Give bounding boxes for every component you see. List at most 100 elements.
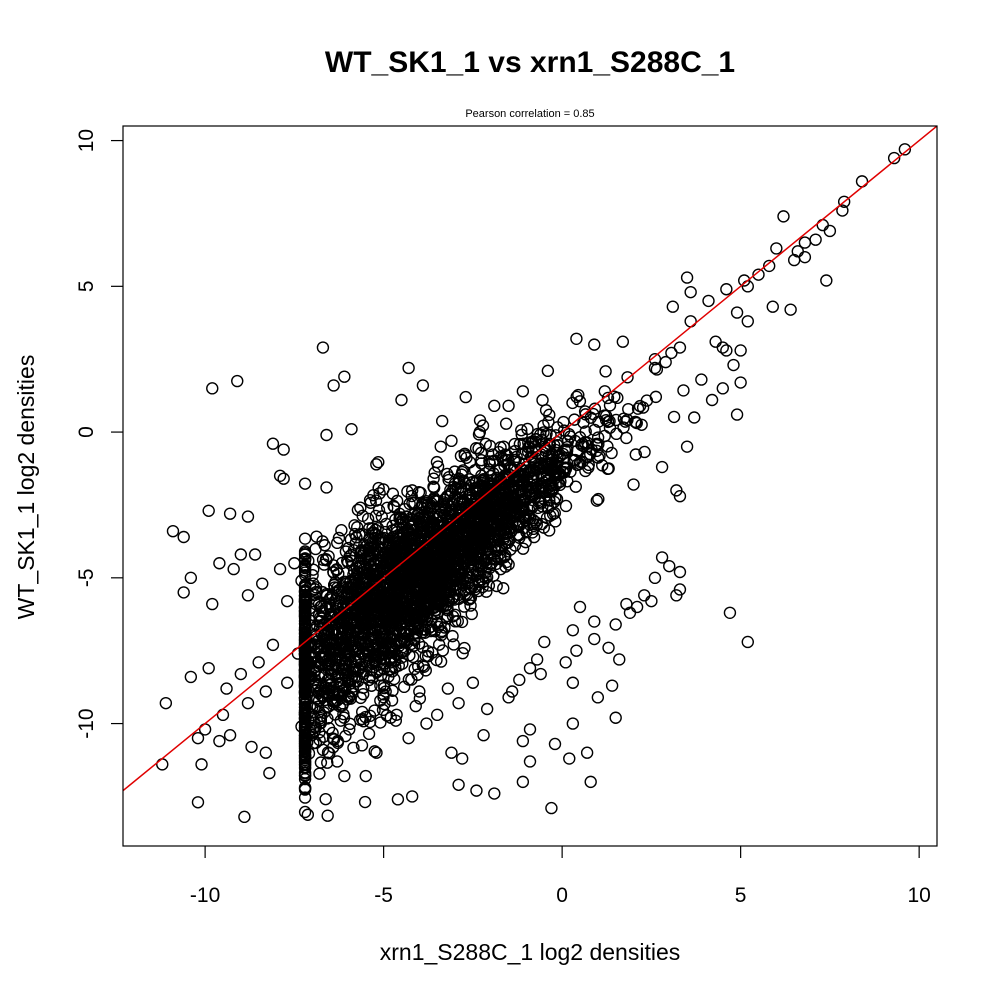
data-point [570,644,583,657]
cloud-point [322,550,335,563]
data-point [613,653,626,666]
data-point [716,341,729,354]
cloud-point [517,437,530,450]
x-axis: -10 -5 0 5 10 [190,846,931,907]
data-point [345,685,358,698]
y-tick-label: -5 [75,568,98,587]
cloud-point [298,644,312,657]
data-point [663,559,676,573]
cloud-point [617,421,630,434]
cloud-point [460,451,473,464]
cloud-point [677,384,690,397]
data-point [752,268,765,281]
cloud-point [382,670,395,683]
data-point [405,790,419,803]
cloud-point [447,638,460,651]
data-point [684,315,697,328]
cloud-point [298,532,312,545]
cloud-point [512,519,526,533]
cloud-point [390,638,404,651]
cloud-point [640,394,654,407]
cloud-point [344,692,357,705]
cloud-point [475,454,488,467]
data-point [480,702,494,716]
data-point [413,685,426,698]
cloud-point [363,531,376,545]
cloud-point [530,518,543,531]
data-point [273,562,287,576]
cloud-point [298,589,312,603]
cloud-point [319,792,332,806]
cloud-point [428,607,441,621]
data-point [648,352,662,366]
cloud-point [310,530,323,543]
cloud-point [314,756,328,769]
cloud-point [516,542,530,555]
cloud-point [354,658,367,671]
data-point [702,294,715,308]
data-point [281,676,294,689]
data-point [809,233,822,246]
data-point [416,379,430,392]
cloud-point [486,448,500,461]
data-point [730,306,744,319]
cloud-point [383,592,397,605]
cloud-point [463,473,476,486]
cloud-point [426,583,440,597]
data-point [295,574,308,587]
cloud-point [572,388,585,402]
cloud-point [408,496,421,510]
data-point [523,661,537,675]
cloud-point [389,592,402,606]
cloud-point [327,733,341,746]
cloud-point [398,628,412,641]
cloud-point [322,672,336,685]
cloud-point [576,437,589,450]
cloud-point [302,662,316,675]
cloud-point [339,729,352,743]
data-point [523,755,537,768]
data-point [727,358,740,372]
cloud-point [542,415,555,429]
data-point [898,143,912,156]
cloud-point [442,594,455,608]
cloud-point [409,600,422,614]
data-point [659,355,672,369]
cloud-point [608,390,621,403]
cloud-point [302,554,315,568]
cloud-point [474,534,487,548]
cloud-point [343,723,356,736]
data-point [338,769,351,783]
cloud-point [375,510,388,523]
data-point [734,344,747,357]
y-axis: -10 -5 0 5 10 [75,129,123,739]
data-point [638,589,651,602]
cloud-point [338,682,352,695]
y-tick-label: 5 [75,280,98,292]
cloud-point [373,487,386,500]
cloud-point [314,684,327,697]
data-point [823,224,837,238]
cloud-point [482,506,495,519]
data-point [787,253,801,267]
cloud-point [310,683,323,697]
cloud-point [419,664,432,677]
data-point [452,778,465,791]
cloud-point [496,452,510,466]
cloud-point [621,371,634,384]
cloud-point [298,648,312,661]
cloud-point [458,641,471,655]
data-point [441,682,455,695]
cloud-point [569,480,582,493]
cloud-point [601,440,614,453]
cloud-point [367,632,380,646]
data-point [245,740,258,754]
cloud-point [374,694,387,707]
cloud-point [382,533,395,547]
cloud-point [385,694,399,707]
data-point [573,600,587,614]
cloud-point [591,431,605,444]
data-point [516,734,530,748]
cloud-point [318,626,331,640]
